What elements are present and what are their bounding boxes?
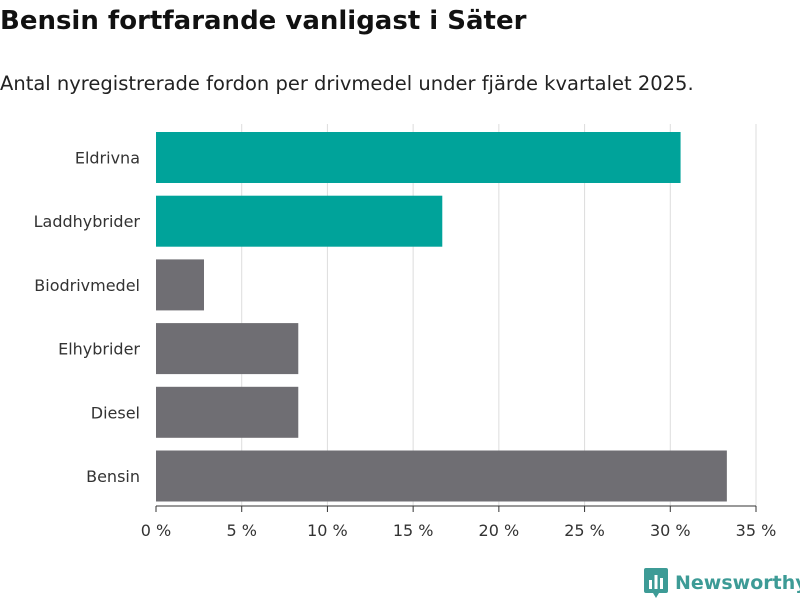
bar-bensin[interactable] [156,450,727,502]
brand-name: Newsworthy [675,572,800,594]
chart-subtitle: Antal nyregistrerade fordon per drivmede… [0,72,694,95]
category-label: Bensin [86,467,140,486]
x-tick-label: 20 % [479,521,520,540]
category-label: Biodrivmedel [34,276,140,295]
bar-laddhybrider[interactable] [156,195,443,247]
bar-chart-badge-icon [644,568,668,598]
bar-biodrivmedel[interactable] [156,259,204,311]
chart-title: Bensin fortfarande vanligast i Säter [0,6,527,36]
category-labels: Eldrivna Laddhybrider Biodrivmedel Elhybrid… [34,149,141,487]
category-label: Diesel [91,403,140,422]
category-label: Laddhybrider [34,212,141,231]
category-label: Elhybrider [58,340,140,359]
grid-lines [241,124,757,506]
x-tick-label: 5 % [226,521,256,540]
bar-elhybrider[interactable] [156,323,299,375]
x-tick-label: 25 % [564,521,605,540]
newsworthy-logo[interactable]: Newsworthy [643,566,800,600]
x-tick-label: 10 % [307,521,348,540]
x-tick-label: 15 % [393,521,434,540]
x-tick-label: 30 % [650,521,691,540]
x-tick-label: 0 % [141,521,171,540]
bars [156,132,727,502]
bar-eldrivna[interactable] [156,132,681,183]
bar-diesel[interactable] [156,386,299,438]
x-tick-label: 35 % [736,521,777,540]
x-axis: 0 % 5 % 10 % 15 % 20 % 25 % 30 % 35 % [141,505,777,540]
category-label: Eldrivna [75,149,140,168]
